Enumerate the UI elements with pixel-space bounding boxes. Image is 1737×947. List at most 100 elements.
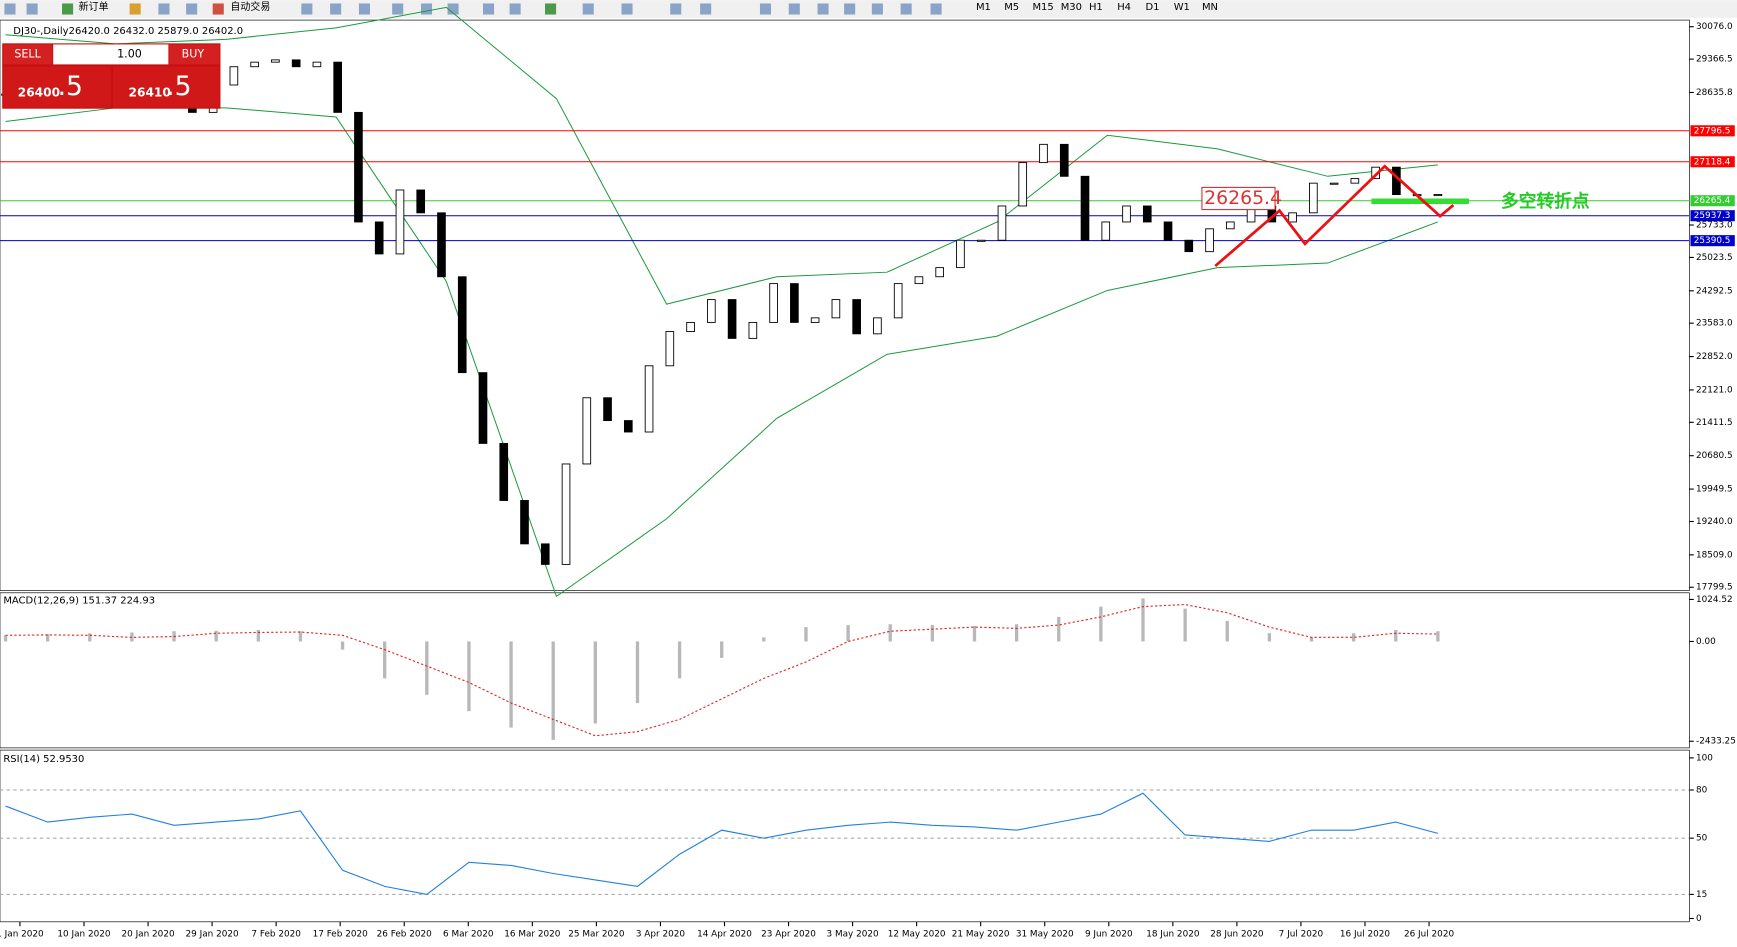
y-tick-label: 80 (1696, 785, 1708, 795)
x-tick-label: 10 Jan 2020 (57, 929, 110, 939)
candle (623, 420, 633, 433)
rsi-panel (0, 749, 1690, 923)
price-level-tag (1690, 195, 1735, 207)
macd-bar (593, 641, 597, 724)
candle (790, 283, 799, 323)
red-arrow (1214, 164, 1455, 268)
y-tick-label: 25733.0 (1696, 221, 1733, 231)
macd-bar (888, 624, 892, 642)
candle (1080, 175, 1090, 241)
candle (499, 442, 509, 501)
timeframe-button[interactable]: W1 (1174, 2, 1190, 13)
bid-price: 26400 (18, 86, 60, 100)
candle (707, 299, 716, 323)
sell-label: SELL (14, 47, 41, 60)
x-tick-label: 3 May 2020 (827, 929, 879, 939)
candle (354, 111, 363, 223)
price-level-tag (1690, 210, 1735, 222)
macd-bar (383, 641, 387, 679)
macd-bar (298, 631, 303, 642)
macd-bar (720, 641, 724, 658)
y-tick-label: 19240.0 (1696, 517, 1733, 527)
chart-symbol: DJ30-,Daily (13, 26, 68, 37)
candle (374, 221, 384, 255)
candle (810, 317, 820, 323)
y-tick-label: 19949.5 (1696, 485, 1733, 495)
timeframe-button[interactable]: MN (1202, 2, 1218, 13)
candle (1225, 221, 1235, 230)
macd-bar (1099, 606, 1103, 642)
macd-bar (1267, 633, 1272, 642)
auto-trading-button[interactable]: 自动交易 (230, 0, 270, 13)
new-order-button[interactable]: 新订单 (79, 0, 109, 13)
candle (769, 283, 778, 323)
candle (1309, 182, 1318, 214)
macd-bar (1351, 633, 1356, 642)
timeframe-button[interactable]: M30 (1061, 2, 1082, 13)
price-level-label: 27118.4 (1694, 157, 1731, 167)
y-tick-label: -2433.25 (1696, 737, 1736, 747)
candle (665, 331, 675, 367)
timeframe-button[interactable]: M5 (1004, 2, 1019, 13)
main-panel (0, 19, 1690, 591)
macd-bar (425, 641, 429, 695)
candle (727, 299, 737, 339)
candle (416, 189, 426, 214)
x-tick-label: 31 May 2020 (1016, 929, 1074, 939)
candle (1142, 205, 1152, 223)
candle (831, 299, 841, 319)
x-tick-label: 21 May 2020 (952, 929, 1010, 939)
macd-bar (1141, 598, 1145, 642)
macd-bar (88, 633, 92, 642)
timeframe-button[interactable]: D1 (1145, 2, 1159, 13)
macd-bar (972, 625, 977, 642)
price-level-label: 27796.5 (1694, 126, 1731, 136)
y-tick-label: 23583.0 (1696, 319, 1733, 329)
macd-bar (130, 632, 134, 642)
macd-bar (214, 630, 218, 642)
macd-bar (635, 641, 640, 703)
candle (478, 372, 488, 444)
x-tick-label: 6 Mar 2020 (443, 929, 494, 939)
candle (956, 239, 965, 269)
x-tick-label: 17 Feb 2020 (313, 929, 369, 939)
price-level-label: 26265.4 (1694, 196, 1731, 206)
candle (914, 276, 924, 285)
macd-bar (551, 641, 555, 740)
candle (976, 239, 986, 242)
macd-bar (467, 641, 471, 712)
one-click-trading: SELL 1.00 BUY 26400 .5 26410 .5 (2, 43, 221, 109)
ask-pips: .5 (166, 71, 191, 102)
macd-bar (1183, 608, 1187, 642)
macd-bar (509, 641, 513, 728)
timeframe-button[interactable]: H4 (1117, 2, 1131, 13)
macd-bar (1436, 631, 1440, 642)
sell-button[interactable] (3, 44, 53, 65)
macd-bar (1057, 616, 1061, 642)
candle (1288, 212, 1297, 223)
x-tick-label: 26 Jul 2020 (1404, 929, 1455, 939)
price-level-tag (1690, 156, 1735, 168)
timeframe-button[interactable]: H1 (1089, 2, 1103, 13)
timeframe-button[interactable]: M15 (1032, 2, 1053, 13)
candle (1350, 178, 1360, 184)
y-tick-label: 0 (1696, 914, 1702, 924)
x-tick-label: 25 Mar 2020 (568, 929, 625, 939)
macd-bar (46, 634, 50, 642)
highlight-bar (1371, 198, 1469, 205)
bollinger-upper (5, 6, 1438, 305)
ohlc-header: 26420.0 26432.0 25879.0 26402.0 (69, 26, 243, 37)
candle (852, 299, 861, 335)
toolbar (0, 0, 1737, 18)
timeframe-button[interactable]: M1 (976, 2, 991, 13)
candle (997, 205, 1007, 241)
y-tick-label: 22852.0 (1696, 352, 1733, 362)
candle (1122, 205, 1131, 223)
candle (457, 276, 467, 374)
buy-button[interactable] (169, 44, 220, 65)
bollinger-lower (5, 107, 1439, 598)
y-tick-label: 30076.0 (1696, 22, 1733, 32)
lots-field[interactable] (53, 44, 169, 65)
y-tick-label: 25023.5 (1696, 253, 1733, 263)
